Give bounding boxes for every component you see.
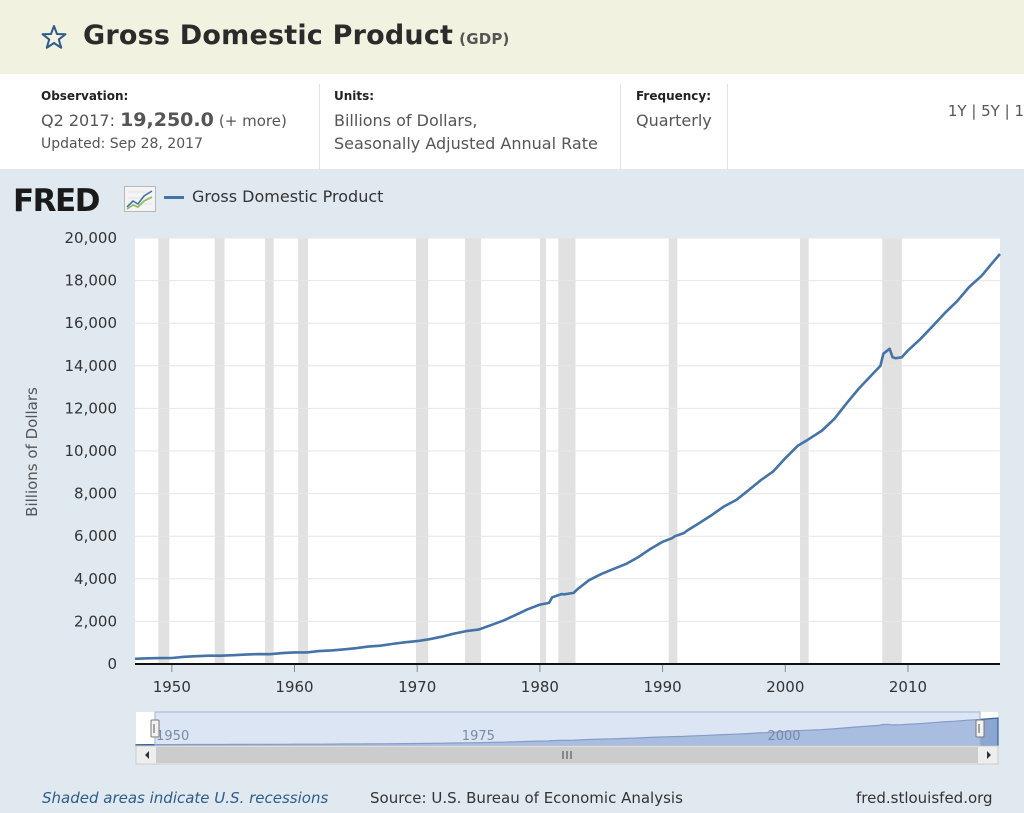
units-label: Units:: [334, 89, 375, 103]
site-url[interactable]: fred.stlouisfed.org: [856, 789, 993, 807]
observation-block: Observation: Q2 2017: 19,250.0 (+ more) …: [41, 74, 287, 170]
range-more-link[interactable]: 1: [1014, 102, 1024, 120]
units-line-2: Seasonally Adjusted Annual Rate: [334, 134, 598, 153]
observation-value-line: Q2 2017: 19,250.0 (+ more): [41, 109, 287, 133]
observation-label: Observation:: [41, 89, 129, 103]
divider: [727, 84, 728, 170]
units-line-1: Billions of Dollars,: [334, 111, 478, 130]
frequency-value: Quarterly: [636, 111, 712, 130]
series-metadata: Observation: Q2 2017: 19,250.0 (+ more) …: [0, 74, 1024, 170]
chart-panel: [0, 170, 1024, 813]
observation-value: 19,250.0: [120, 109, 214, 131]
series-id: (GDP): [459, 30, 510, 48]
updated-date: Updated: Sep 28, 2017: [41, 136, 203, 152]
divider: [319, 84, 320, 170]
data-source: Source: U.S. Bureau of Economic Analysis: [370, 789, 683, 807]
frequency-block: Frequency: Quarterly: [636, 74, 712, 170]
range-1y-link[interactable]: 1Y: [947, 102, 967, 120]
recessions-note-link[interactable]: Shaded areas indicate U.S. recessions: [42, 789, 329, 807]
range-5y-link[interactable]: 5Y: [981, 102, 1000, 120]
observation-period: Q2 2017:: [41, 111, 115, 130]
star-outline-icon[interactable]: [40, 23, 68, 51]
page-title-text: Gross Domestic Product: [83, 20, 454, 51]
date-range-links: 1Y | 5Y | 1: [947, 102, 1024, 120]
fred-graph-icon: [124, 186, 156, 212]
fred-logo[interactable]: FRED: [13, 183, 100, 219]
units-block: Units: Billions of Dollars, Seasonally A…: [334, 74, 598, 170]
frequency-label: Frequency:: [636, 89, 712, 103]
divider: [620, 84, 621, 170]
legend-swatch: [164, 196, 184, 199]
legend-label[interactable]: Gross Domestic Product: [192, 187, 384, 206]
observation-more-link[interactable]: (+ more): [218, 112, 287, 130]
title-bar: Gross Domestic Product (GDP): [0, 0, 1024, 74]
page-title: Gross Domestic Product (GDP): [83, 20, 510, 51]
